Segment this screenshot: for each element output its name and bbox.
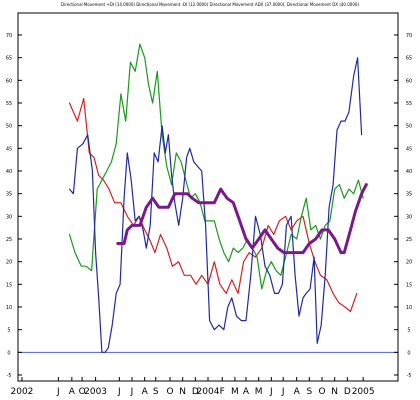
y-tick-label-left: 70 [6, 33, 12, 39]
x-tick-label: N [179, 387, 186, 397]
x-tick-label: M [231, 387, 239, 397]
y-tick-label-left: 0 [7, 350, 10, 356]
series-layer [68, 43, 368, 353]
y-tick-label-left: 40 [6, 169, 12, 175]
y-tick-label-left: 20 [6, 260, 12, 266]
y-tick-label-right: 0 [407, 350, 410, 356]
series-line-3 [68, 57, 363, 353]
x-tick-label: F [220, 387, 225, 397]
plot-area-frame [17, 12, 399, 382]
y-tick-label-left: 5 [7, 328, 10, 334]
x-tick-label: J [117, 387, 121, 397]
x-tick-label: 2005 [352, 387, 375, 397]
x-tick-label: J [130, 387, 134, 397]
y-tick-label-right: 40 [406, 169, 412, 175]
chart-title: Directional Movement +DI (14.0000) Direc… [61, 2, 359, 7]
y-tick-label-left: 10 [6, 305, 12, 311]
y-tick-label-left: 35 [6, 192, 12, 198]
y-tick-label-right: 10 [406, 305, 412, 311]
x-tick-label: S [153, 387, 159, 397]
x-tick-label: 2003 [84, 387, 107, 397]
y-tick-label-left: 45 [6, 146, 12, 152]
y-tick-label-right: 30 [406, 214, 412, 220]
y-tick-label-right: 60 [406, 78, 412, 84]
y-tick-label-left: 60 [6, 78, 12, 84]
x-tick-label: 2002 [11, 387, 34, 397]
y-tick-label-right: 35 [406, 192, 412, 198]
x-tick-label: 2004 [197, 387, 220, 397]
x-tick-label: J [281, 387, 285, 397]
y-tick-label-right: -5 [407, 373, 412, 379]
y-tick-label-right: 50 [406, 124, 412, 130]
y-tick-label-left: 15 [6, 282, 12, 288]
y-tick-label-right: 25 [406, 237, 412, 243]
x-tick-label: A [69, 387, 76, 397]
y-tick-label-right: 65 [406, 56, 412, 62]
x-tick-label: M [255, 387, 263, 397]
x-tick-label: A [142, 387, 149, 397]
x-tick-label: J [56, 387, 60, 397]
x-tick-label: A [294, 387, 301, 397]
y-tick-label-right: 5 [407, 328, 410, 334]
x-tick-label: S [306, 387, 312, 397]
x-tick-label: D [344, 387, 351, 397]
x-tick-label: O [79, 387, 86, 397]
x-tick-label: O [318, 387, 325, 397]
y-tick-label-right: 20 [406, 260, 412, 266]
y-tick-label-right: 45 [406, 146, 412, 152]
x-tick-label: N [331, 387, 338, 397]
y-tick-label-left: -5 [7, 373, 12, 379]
y-tick-label-right: 70 [406, 33, 412, 39]
series-line-4 [116, 183, 368, 255]
x-tick-label: O [166, 387, 173, 397]
series-line-2 [68, 43, 364, 290]
y-tick-label-right: 15 [406, 282, 412, 288]
x-tick-label: A [243, 387, 250, 397]
y-tick-label-left: 50 [6, 124, 12, 130]
y-tick-label-right: 55 [406, 101, 412, 107]
y-tick-label-left: 25 [6, 237, 12, 243]
series-line-1 [68, 97, 358, 313]
y-tick-label-left: 65 [6, 56, 12, 62]
x-tick-label: J [269, 387, 273, 397]
y-tick-label-left: 30 [6, 214, 12, 220]
x-tick-label: D [192, 387, 199, 397]
y-tick-label-left: 55 [6, 101, 12, 107]
